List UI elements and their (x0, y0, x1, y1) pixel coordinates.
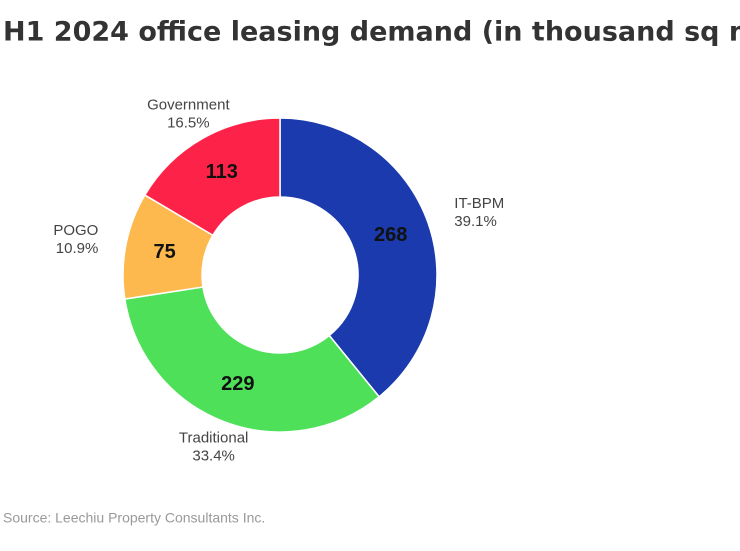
source-note: Source: Leechiu Property Consultants Inc… (3, 510, 265, 526)
value-label: 113 (206, 161, 238, 183)
category-label: Government (147, 96, 230, 113)
category-label: Traditional (179, 430, 248, 447)
category-label: POGO (53, 222, 98, 239)
chart-title: H1 2024 office leasing demand (in thousa… (3, 17, 740, 48)
value-label: 75 (153, 241, 175, 263)
category-label: IT-BPM (454, 195, 504, 212)
value-label: 268 (374, 224, 407, 246)
share-label: 16.5% (167, 114, 210, 131)
share-label: 10.9% (56, 240, 99, 257)
share-label: 33.4% (192, 448, 235, 465)
donut-slice (123, 286, 381, 433)
donut-slice (279, 117, 438, 398)
donut-slice (143, 117, 281, 237)
value-label: 229 (221, 373, 254, 395)
share-label: 39.1% (454, 213, 497, 230)
